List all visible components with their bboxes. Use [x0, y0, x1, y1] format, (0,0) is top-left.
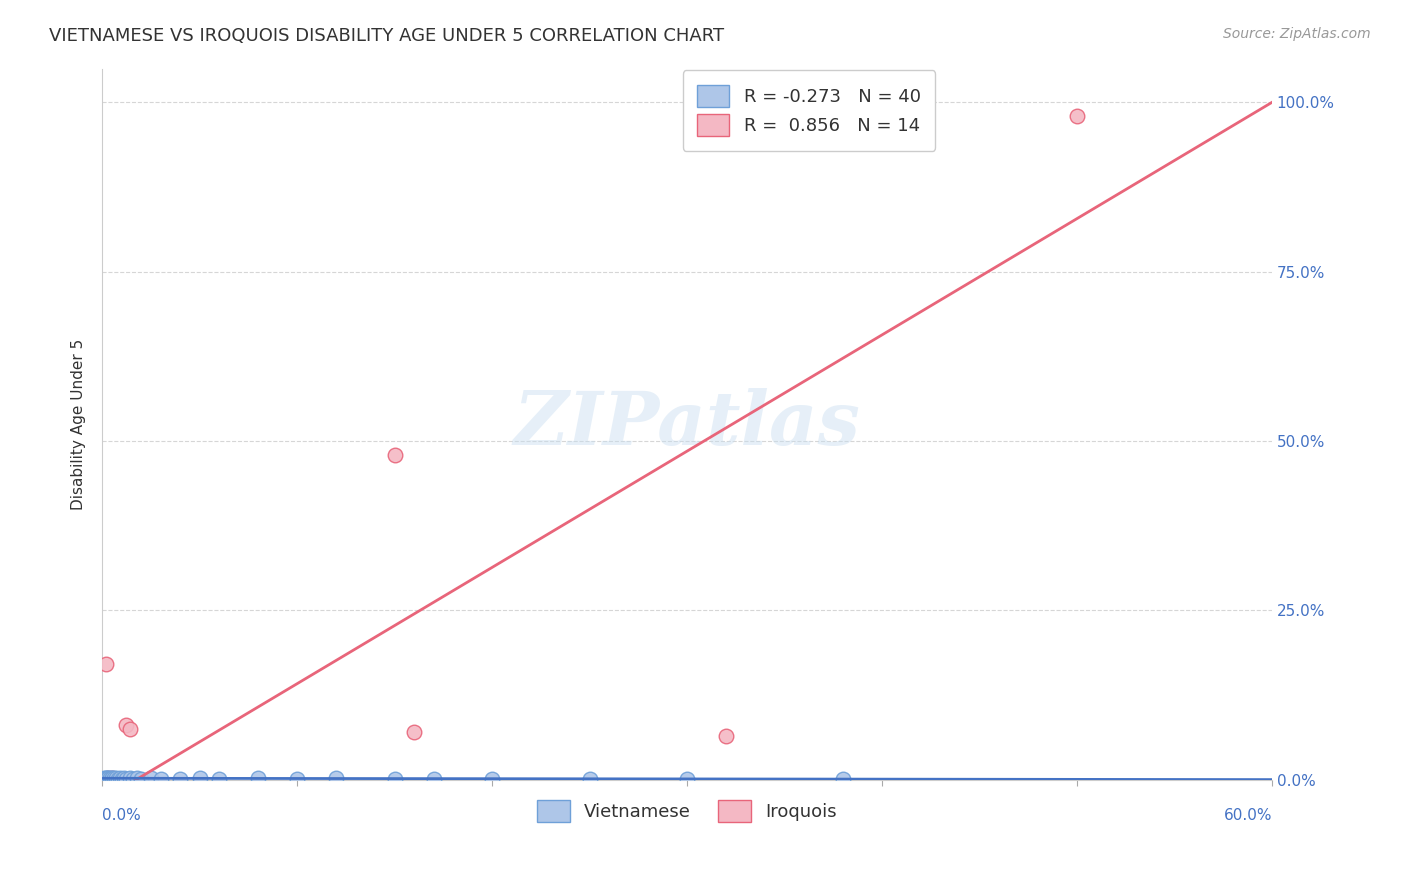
- Point: [127, 771, 149, 785]
- Point: [104, 771, 127, 785]
- Point: [149, 772, 172, 786]
- Point: [169, 772, 191, 786]
- Point: [404, 725, 426, 739]
- Point: [101, 771, 124, 785]
- Point: [112, 771, 135, 785]
- Point: [98, 772, 121, 786]
- Legend: Vietnamese, Iroquois: Vietnamese, Iroquois: [524, 788, 849, 835]
- Point: [93, 771, 115, 785]
- Point: [108, 771, 131, 785]
- Point: [111, 772, 134, 786]
- Point: [832, 772, 855, 786]
- Point: [97, 771, 120, 785]
- Point: [714, 729, 737, 743]
- Point: [188, 771, 211, 785]
- Point: [114, 718, 136, 732]
- Text: 60.0%: 60.0%: [1223, 808, 1272, 823]
- Point: [101, 772, 124, 786]
- Point: [111, 772, 134, 786]
- Point: [103, 772, 125, 786]
- Point: [384, 448, 406, 462]
- Point: [325, 771, 347, 785]
- Point: [97, 771, 120, 785]
- Point: [103, 771, 125, 785]
- Point: [94, 771, 117, 785]
- Y-axis label: Disability Age Under 5: Disability Age Under 5: [72, 338, 86, 509]
- Point: [129, 772, 152, 786]
- Point: [94, 657, 117, 672]
- Point: [98, 772, 121, 786]
- Point: [94, 771, 117, 785]
- Point: [118, 722, 141, 736]
- Text: VIETNAMESE VS IROQUOIS DISABILITY AGE UNDER 5 CORRELATION CHART: VIETNAMESE VS IROQUOIS DISABILITY AGE UN…: [49, 27, 724, 45]
- Point: [247, 771, 270, 785]
- Point: [578, 772, 600, 786]
- Point: [285, 772, 308, 786]
- Point: [114, 772, 136, 786]
- Point: [94, 772, 117, 786]
- Point: [422, 772, 444, 786]
- Point: [208, 772, 231, 786]
- Text: 0.0%: 0.0%: [103, 808, 141, 823]
- Point: [93, 772, 115, 786]
- Point: [101, 771, 124, 785]
- Point: [97, 771, 120, 785]
- Point: [676, 772, 699, 786]
- Text: Source: ZipAtlas.com: Source: ZipAtlas.com: [1223, 27, 1371, 41]
- Text: ZIPatlas: ZIPatlas: [513, 388, 860, 460]
- Point: [93, 772, 115, 786]
- Point: [139, 771, 162, 785]
- Point: [107, 772, 129, 786]
- Point: [107, 772, 129, 786]
- Point: [481, 772, 503, 786]
- Point: [1066, 109, 1088, 123]
- Point: [98, 771, 121, 785]
- Point: [104, 772, 127, 786]
- Point: [97, 772, 120, 786]
- Point: [101, 771, 124, 785]
- Point: [103, 772, 125, 786]
- Point: [122, 772, 145, 786]
- Point: [118, 771, 141, 785]
- Point: [384, 772, 406, 786]
